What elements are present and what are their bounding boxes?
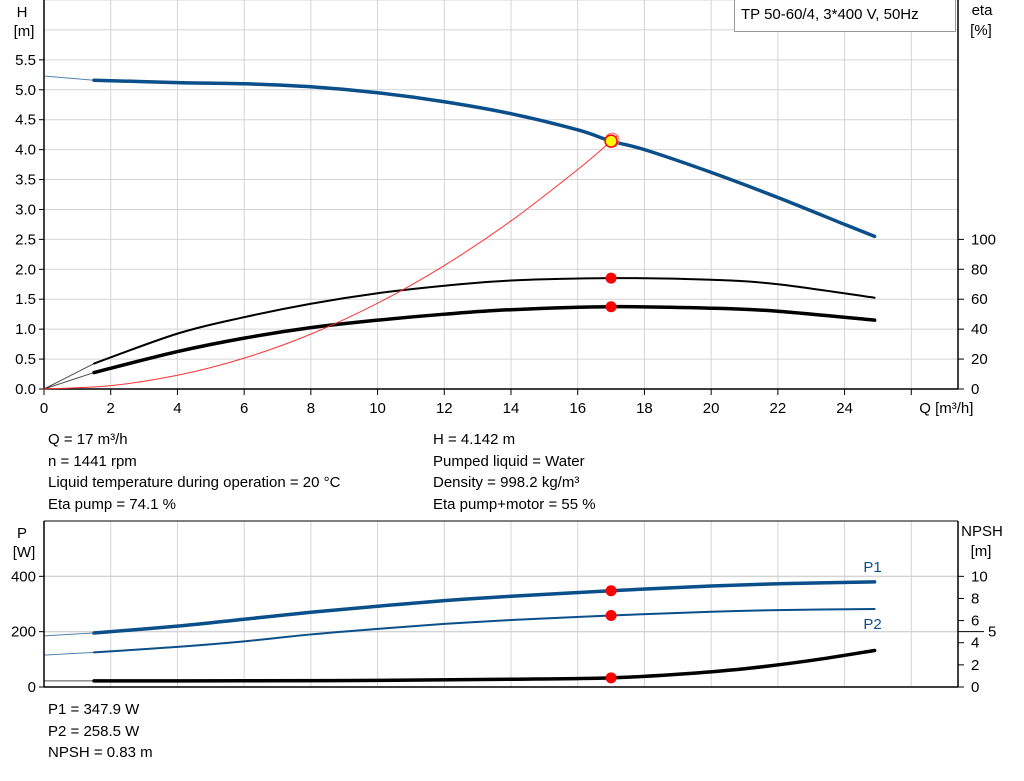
x-tick-label: 14 — [503, 400, 520, 417]
x-tick-label: 22 — [770, 400, 787, 417]
y-tick-label-left: 1.5 — [15, 291, 36, 308]
y-axis-label-right: eta — [972, 2, 994, 19]
curve-eta_pump_motor — [92, 304, 877, 375]
curve-eta_pump — [93, 277, 876, 365]
info-top-left: Q = 17 m³/h n = 1441 rpm Liquid temperat… — [48, 429, 340, 515]
x-axis-label: Q [m³/h] — [919, 400, 973, 417]
x-tick-label: 10 — [369, 400, 386, 417]
x-tick-label: 0 — [40, 400, 48, 417]
curve-NPSH — [92, 648, 877, 683]
y-axis-label-left-unit: [m] — [14, 23, 35, 40]
y-tick-label-right: 0 — [971, 381, 979, 398]
y-tick-label-left: 5.5 — [15, 52, 36, 69]
info-p1: P1 = 347.9 W — [48, 701, 140, 718]
series-label-P1: P1 — [863, 559, 881, 576]
head-panel — [39, 0, 964, 395]
duty-point-eta-pump-motor — [605, 301, 617, 313]
curve-P1-extension — [43, 632, 95, 637]
x-tick-label: 4 — [173, 400, 181, 417]
y-tick-label-right: 4 — [971, 635, 979, 652]
pump-model-label: TP 50-60/4, 3*400 V, 50Hz — [734, 0, 956, 32]
curve-system_curve — [43, 134, 619, 390]
x-tick-label: 8 — [307, 400, 315, 417]
x-tick-label: 16 — [569, 400, 586, 417]
curve-P2 — [93, 607, 876, 654]
y-axis-label-right-unit: [%] — [970, 22, 992, 39]
x-tick-label: 20 — [703, 400, 720, 417]
curve-P1 — [92, 580, 877, 635]
info-temperature: Liquid temperature during operation = 20… — [48, 474, 341, 491]
info-eta-pump: Eta pump = 74.1 % — [48, 495, 176, 513]
curve-H — [92, 78, 877, 239]
y-tick-label-left: 4.0 — [15, 142, 36, 159]
y-axis-label-left: H — [17, 4, 28, 21]
info-density: Density = 998.2 kg/m³ — [433, 474, 580, 491]
curve-eta_pump-extension — [43, 363, 95, 390]
info-flow: Q = 17 m³/h — [48, 431, 128, 448]
curve-eta_pump_motor-extension — [43, 372, 95, 390]
y-axis-label-left-unit: [W] — [13, 544, 36, 561]
duty-point-eta-pump — [605, 272, 617, 284]
y-tick-label-right: 20 — [971, 351, 988, 368]
x-tick-label: 18 — [636, 400, 653, 417]
info-top-right: H = 4.142 m Pumped liquid = Water Densit… — [433, 429, 596, 515]
y-tick-label-left: 400 — [11, 568, 36, 585]
duty-point-p2 — [605, 609, 617, 621]
info-eta-pump-motor: Eta pump+motor = 55 % — [433, 495, 596, 513]
y-tick-label-left: 4.5 — [15, 112, 36, 129]
y-tick-label-right: 5 — [988, 624, 996, 641]
info-p2: P2 = 258.5 W — [48, 722, 140, 740]
curve-H-extension — [43, 75, 95, 81]
power-panel — [39, 520, 984, 688]
y-tick-label-left: 5.0 — [15, 82, 36, 99]
info-head: H = 4.142 m — [433, 431, 516, 448]
y-tick-label-left: 0.0 — [15, 381, 36, 398]
y-tick-label-right: 10 — [971, 568, 988, 585]
y-tick-label-left: 2.5 — [15, 231, 36, 248]
info-liquid: Pumped liquid = Water — [433, 452, 585, 470]
duty-point-head — [604, 134, 618, 148]
x-tick-label: 2 — [107, 400, 115, 417]
curve-P2-extension — [43, 651, 95, 656]
y-tick-label-left: 3.0 — [15, 201, 36, 218]
y-axis-label-right: NPSH — [961, 523, 1003, 540]
y-tick-label-right: 6 — [971, 613, 979, 630]
y-tick-label-left: 2.0 — [15, 261, 36, 278]
series-label-P2: P2 — [863, 616, 881, 633]
y-tick-label-left: 1.0 — [15, 321, 36, 338]
info-npsh: NPSH = 0.83 m — [48, 744, 153, 761]
y-tick-label-left: 0 — [28, 679, 36, 696]
y-tick-label-left: 0.5 — [15, 351, 36, 368]
y-axis-label-right-unit: [m] — [971, 543, 992, 560]
y-tick-label-left: 200 — [11, 624, 36, 641]
y-tick-label-left: 3.5 — [15, 172, 36, 189]
y-axis-label-left: P — [17, 525, 27, 542]
y-tick-label-right: 8 — [971, 590, 979, 607]
y-tick-label-right: 100 — [971, 231, 996, 248]
y-tick-label-right: 40 — [971, 321, 988, 338]
duty-point-p1 — [605, 585, 617, 597]
y-tick-label-right: 0 — [971, 679, 979, 696]
y-tick-label-right: 80 — [971, 261, 988, 278]
y-tick-label-right: 2 — [971, 657, 979, 674]
x-tick-label: 6 — [240, 400, 248, 417]
y-tick-label-right: 60 — [971, 291, 988, 308]
info-speed: n = 1441 rpm — [48, 452, 137, 470]
info-bottom: P1 = 347.9 W P2 = 258.5 W NPSH = 0.83 m — [48, 699, 153, 764]
duty-point-npsh — [605, 672, 617, 684]
x-tick-label: 12 — [436, 400, 453, 417]
x-tick-label: 24 — [836, 400, 853, 417]
